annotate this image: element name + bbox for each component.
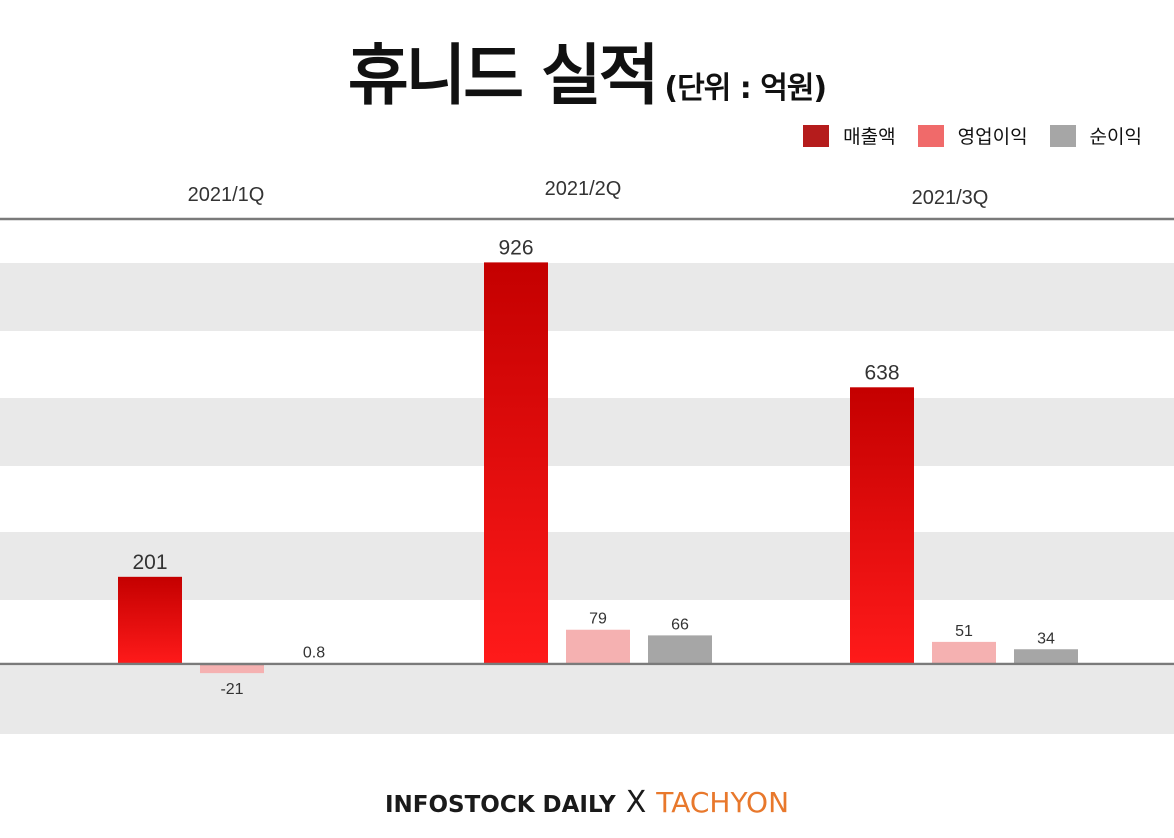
bar-revenue <box>484 262 548 664</box>
legend-swatch-operating <box>917 124 944 147</box>
bar-operating <box>932 641 996 664</box>
brand-tachyon-logo: TACHYON <box>656 786 790 819</box>
brand-separator: X <box>625 785 647 820</box>
legend-label-net: 순이익 <box>1089 126 1142 148</box>
bar-revenue <box>850 387 914 664</box>
legend: 매출액 영업이익 순이익 <box>781 122 1142 149</box>
grid-band-1 <box>0 398 1174 466</box>
bar-net <box>648 635 712 664</box>
value-label-operating: 51 <box>955 623 973 640</box>
legend-item-revenue: 매출액 <box>803 122 896 149</box>
legend-label-revenue: 매출액 <box>843 126 896 148</box>
bar-operating <box>200 664 264 674</box>
legend-swatch-net <box>1049 124 1076 147</box>
value-label-net: 66 <box>671 616 689 633</box>
value-label-revenue: 926 <box>498 236 533 259</box>
bar-operating <box>566 629 630 664</box>
category-label: 2021/3Q <box>912 187 989 209</box>
category-labels: 2021/1Q 2021/2Q 2021/3Q <box>188 178 989 209</box>
value-label-revenue: 638 <box>864 361 899 384</box>
value-label-net: 0.8 <box>303 645 325 662</box>
value-labels: 201 926 638 -21 79 51 0.8 66 34 <box>132 236 1055 698</box>
bar-net <box>1014 649 1078 664</box>
value-label-operating: 79 <box>589 611 607 628</box>
chart-subtitle: (단위 : 억원) <box>664 71 827 106</box>
category-label: 2021/2Q <box>545 178 622 200</box>
grid-bands <box>0 263 1174 734</box>
grid-band-0 <box>0 263 1174 331</box>
value-label-operating: -21 <box>220 681 243 698</box>
value-label-net: 34 <box>1037 630 1055 647</box>
legend-item-net: 순이익 <box>1049 122 1142 149</box>
legend-swatch-revenue <box>803 124 830 147</box>
brand-footer: INFOSTOCK DAILY X TACHYON <box>0 785 1174 820</box>
chart-title-block: 휴니드 실적 (단위 : 억원) <box>0 22 1174 118</box>
brand-infostock-logo: INFOSTOCK DAILY <box>384 792 616 818</box>
chart-title: 휴니드 실적 <box>347 37 660 114</box>
bars <box>118 262 1078 674</box>
grid-band-2 <box>0 532 1174 600</box>
bar-revenue <box>118 576 182 664</box>
grid-band-3 <box>0 666 1174 734</box>
legend-label-operating: 영업이익 <box>957 126 1028 148</box>
value-label-revenue: 201 <box>132 551 167 574</box>
legend-item-operating: 영업이익 <box>917 122 1028 149</box>
category-label: 2021/1Q <box>188 184 265 206</box>
